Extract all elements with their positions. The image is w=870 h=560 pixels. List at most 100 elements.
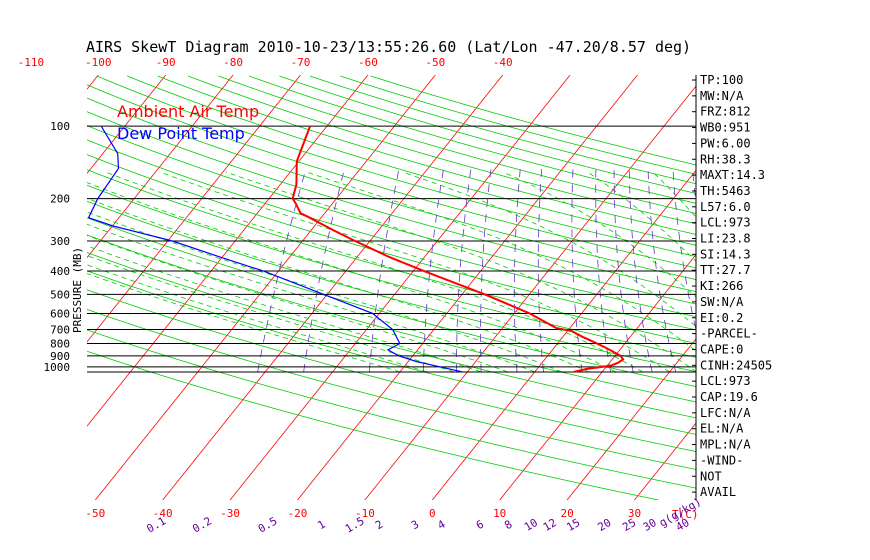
mixing-ratio-tick-label: 2	[373, 518, 385, 533]
bottom-temperature-tick-label: 20	[560, 507, 573, 520]
stability-index-item: MPL:N/A	[700, 438, 751, 452]
mixing-ratio-tick-label: 25	[620, 516, 638, 534]
dry-adiabat-line	[87, 217, 696, 387]
mixing-ratio-tick-label: 0.5	[256, 514, 280, 535]
stability-index-item: SW:N/A	[700, 295, 744, 309]
isotherm-line	[162, 75, 504, 500]
dry-adiabat-line	[87, 125, 696, 305]
legend-ambient-air-temp: Ambient Air Temp	[117, 102, 259, 121]
top-temperature-tick-label: -50	[425, 56, 445, 69]
mixing-ratio-tick-label: 12	[541, 516, 559, 534]
moist-adiabat-line	[87, 245, 481, 373]
stability-index-item: KI:266	[700, 279, 743, 293]
mixing-ratio-tick-label: 30	[641, 516, 659, 534]
dry-adiabat-line	[87, 111, 696, 293]
series-line	[87, 125, 463, 373]
chart-title: AIRS SkewT Diagram 2010-10-23/13:55:26.6…	[86, 38, 691, 56]
dry-adiabat-line	[96, 75, 696, 257]
dry-adiabat-line	[87, 329, 696, 489]
dry-adiabat-line	[340, 75, 696, 175]
bottom-temperature-tick-label: -30	[220, 507, 240, 520]
dry-adiabat-line	[87, 169, 696, 344]
data-series	[87, 125, 625, 373]
dry-adiabat-line	[309, 75, 696, 185]
series-line	[291, 125, 625, 373]
dry-adiabat-line	[87, 97, 696, 281]
top-temperature-tick-label: -70	[291, 56, 311, 69]
pressure-tick-label: 100	[50, 120, 70, 133]
dry-adiabat-line	[87, 350, 659, 500]
stability-index-item: EL:N/A	[700, 422, 744, 436]
isotherm-line	[364, 85, 696, 500]
isotherm-line	[0, 75, 31, 500]
isotherm-line	[566, 338, 696, 500]
isotherm-line	[634, 422, 696, 500]
mixing-ratio-tick-label: 8	[502, 518, 514, 533]
stability-index-item: MAXT:14.3	[700, 168, 765, 182]
stability-index-item: TH:5463	[700, 184, 751, 198]
mixing-ratio-tick-label: 4	[435, 517, 448, 532]
stability-index-item: SI:14.3	[700, 247, 751, 261]
dry-adiabat-line	[87, 289, 696, 452]
bottom-temperature-tick-label: -40	[153, 507, 173, 520]
mixing-ratio-tick-label: 20	[596, 516, 614, 534]
pressure-tick-label: 700	[50, 324, 70, 337]
bottom-temperature-tick-label: -20	[288, 507, 308, 520]
dry-adiabat-line	[279, 75, 696, 194]
dry-adiabat-line	[87, 139, 696, 318]
pressure-tick-label: 600	[50, 307, 70, 320]
stability-index-item: WB0:951	[700, 121, 751, 135]
moist-adiabat-line	[306, 171, 696, 352]
dry-adiabat-line	[370, 75, 696, 166]
top-temperature-tick-label: -90	[156, 56, 176, 69]
stability-index-item: LFC:N/A	[700, 406, 751, 420]
top-temperature-tick-label: -80	[223, 56, 243, 69]
stability-index-item: TP:100	[700, 73, 743, 87]
stability-index-item: EI:0.2	[700, 311, 743, 325]
stability-index-item: L57:6.0	[700, 200, 751, 214]
dry-adiabat-line	[87, 252, 696, 419]
dry-adiabat-line	[87, 154, 696, 331]
isotherm-line	[87, 75, 369, 427]
stability-index-item: LCL:973	[700, 216, 751, 230]
top-temperature-tick-label: -60	[358, 56, 378, 69]
dry-adiabat-line	[87, 234, 696, 403]
isotherm-line	[229, 75, 571, 500]
bottom-temperature-tick-label: -50	[85, 507, 105, 520]
bottom-temperature-tick-label: -10	[355, 507, 375, 520]
moist-adiabat-line	[87, 273, 401, 373]
moist-adiabat-line	[87, 182, 616, 373]
stability-index-item: CINH:24505	[700, 358, 772, 372]
isotherm-line	[431, 169, 696, 500]
stability-index-item: NOT	[700, 469, 722, 483]
isotherm-line	[769, 75, 870, 500]
stability-index-item: RH:38.3	[700, 152, 751, 166]
isotherm-line	[499, 253, 696, 500]
top-temperature-tick-label: -40	[493, 56, 513, 69]
dry-adiabat-line	[87, 184, 696, 358]
bottom-temperature-tick-label: 30	[628, 507, 641, 520]
dry-adiabat-line	[248, 75, 696, 204]
top-temperature-tick-labels: -120-110-100-90-80-70-60-50-40	[18, 56, 513, 69]
bottom-temperature-tick-label: 10	[493, 507, 506, 520]
stability-index-item: -PARCEL-	[700, 327, 758, 341]
pressure-tick-label: 1000	[44, 361, 71, 374]
pressure-tick-label: 800	[50, 338, 70, 351]
stability-index-item: FRZ:812	[700, 105, 751, 119]
isotherm-line	[94, 75, 436, 500]
moist-adiabat-line	[87, 255, 455, 373]
dry-adiabat-line	[218, 75, 696, 214]
mixing-ratio-tick-label: 6	[474, 518, 486, 533]
moist-adiabat-line	[87, 211, 562, 373]
dry-adiabat-line	[87, 309, 696, 470]
dry-adiabat-line	[157, 75, 696, 235]
mixing-ratio-tick-label: 10	[522, 516, 540, 534]
isotherm-line	[87, 75, 167, 175]
top-temperature-tick-label: -110	[18, 56, 45, 69]
moist-adiabat-line	[87, 235, 508, 373]
top-temperature-tick-label: -100	[85, 56, 112, 69]
mixing-ratio-tick-label: 15	[564, 516, 582, 534]
moist-adiabat-line	[587, 171, 696, 262]
